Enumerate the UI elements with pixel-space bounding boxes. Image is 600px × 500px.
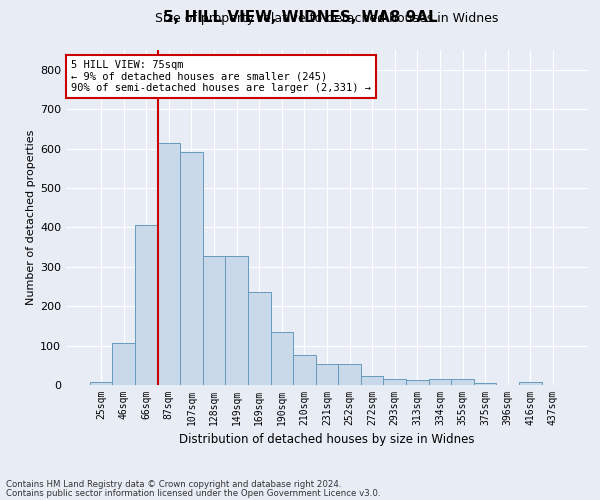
Bar — [180, 152, 203, 385]
Text: Contains public sector information licensed under the Open Government Licence v3: Contains public sector information licen… — [6, 488, 380, 498]
Y-axis label: Number of detached properties: Number of detached properties — [26, 130, 36, 305]
Bar — [451, 379, 474, 385]
Bar — [226, 256, 248, 385]
X-axis label: Distribution of detached houses by size in Widnes: Distribution of detached houses by size … — [179, 434, 475, 446]
Bar — [383, 379, 406, 385]
Bar — [248, 292, 271, 385]
Bar — [158, 142, 180, 385]
Bar — [293, 354, 316, 385]
Bar — [406, 380, 428, 385]
Bar — [338, 364, 361, 385]
Bar — [112, 343, 135, 385]
Bar — [271, 332, 293, 385]
Bar — [90, 382, 112, 385]
Bar — [474, 383, 496, 385]
Bar — [428, 379, 451, 385]
Title: Size of property relative to detached houses in Widnes: Size of property relative to detached ho… — [155, 12, 499, 25]
Bar — [361, 376, 383, 385]
Bar — [316, 364, 338, 385]
Text: Contains HM Land Registry data © Crown copyright and database right 2024.: Contains HM Land Registry data © Crown c… — [6, 480, 341, 489]
Bar — [135, 226, 158, 385]
Bar — [203, 256, 226, 385]
Bar — [519, 382, 542, 385]
Text: 5, HILL VIEW, WIDNES, WA8 9AL: 5, HILL VIEW, WIDNES, WA8 9AL — [163, 10, 437, 25]
Text: 5 HILL VIEW: 75sqm
← 9% of detached houses are smaller (245)
90% of semi-detache: 5 HILL VIEW: 75sqm ← 9% of detached hous… — [71, 60, 371, 93]
